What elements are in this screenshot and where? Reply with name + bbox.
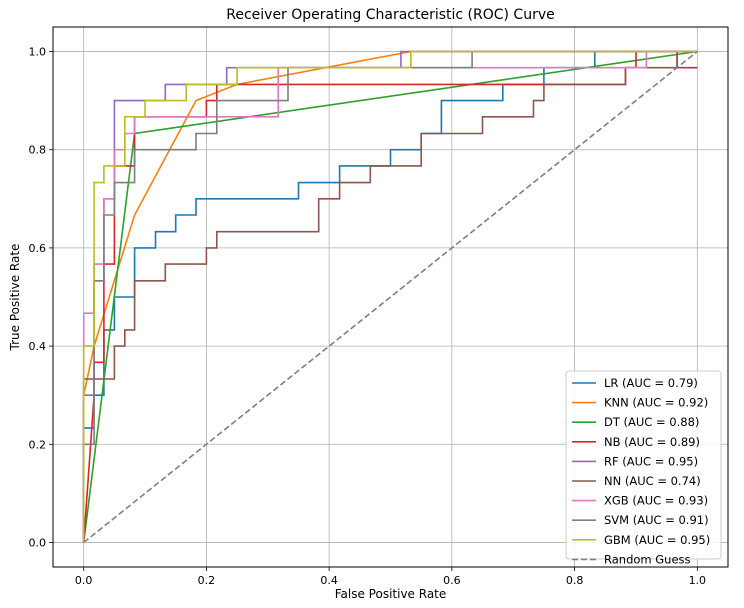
legend-label: KNN (AUC = 0.92) bbox=[604, 396, 708, 410]
x-tick-label: 0.4 bbox=[320, 574, 338, 587]
legend-label: NN (AUC = 0.74) bbox=[604, 474, 701, 488]
legend-label: SVM (AUC = 0.91) bbox=[604, 513, 709, 527]
legend-label: Random Guess bbox=[604, 552, 691, 566]
series-line-gbm bbox=[82, 50, 698, 543]
x-tick-label: 0.0 bbox=[75, 574, 93, 587]
series-line-knn bbox=[82, 50, 698, 543]
y-tick-label: 1.0 bbox=[29, 46, 47, 59]
y-tick-label: 0.0 bbox=[29, 536, 47, 549]
y-axis-label: True Positive Rate bbox=[8, 244, 22, 352]
x-axis-label: False Positive Rate bbox=[335, 587, 447, 601]
y-tick-label: 0.2 bbox=[29, 438, 47, 451]
legend-label: XGB (AUC = 0.93) bbox=[604, 494, 708, 508]
series-line-nn bbox=[82, 50, 698, 543]
axis-ticks: 0.0 0.2 0.4 0.6 0.8 1.0 0.0 0.2 0.4 0.6 0.8 1.0 bbox=[29, 46, 707, 587]
y-tick-label: 0.6 bbox=[29, 242, 47, 255]
x-tick-label: 0.2 bbox=[198, 574, 216, 587]
legend-label: DT (AUC = 0.88) bbox=[604, 415, 699, 429]
plot-frame bbox=[52, 26, 729, 568]
legend-label: NB (AUC = 0.89) bbox=[604, 435, 700, 449]
series-line-lr bbox=[82, 50, 698, 543]
y-tick-label: 0.4 bbox=[29, 340, 47, 353]
series-layer bbox=[82, 50, 698, 544]
legend-label: RF (AUC = 0.95) bbox=[604, 454, 698, 468]
x-tick-label: 1.0 bbox=[689, 574, 707, 587]
legend-label: GBM (AUC = 0.95) bbox=[604, 533, 710, 547]
legend-label: LR (AUC = 0.79) bbox=[604, 376, 698, 390]
legend-box bbox=[565, 370, 722, 560]
series-line-nb bbox=[82, 50, 698, 543]
x-tick-label: 0.6 bbox=[443, 574, 461, 587]
x-tick-label: 0.8 bbox=[566, 574, 584, 587]
series-line-random-guess bbox=[83, 50, 698, 544]
legend: LR (AUC = 0.79) KNN (AUC = 0.92) DT (AUC =… bbox=[565, 370, 722, 566]
y-tick-label: 0.8 bbox=[29, 144, 47, 157]
chart-title: Receiver Operating Characteristic (ROC) … bbox=[226, 7, 555, 23]
